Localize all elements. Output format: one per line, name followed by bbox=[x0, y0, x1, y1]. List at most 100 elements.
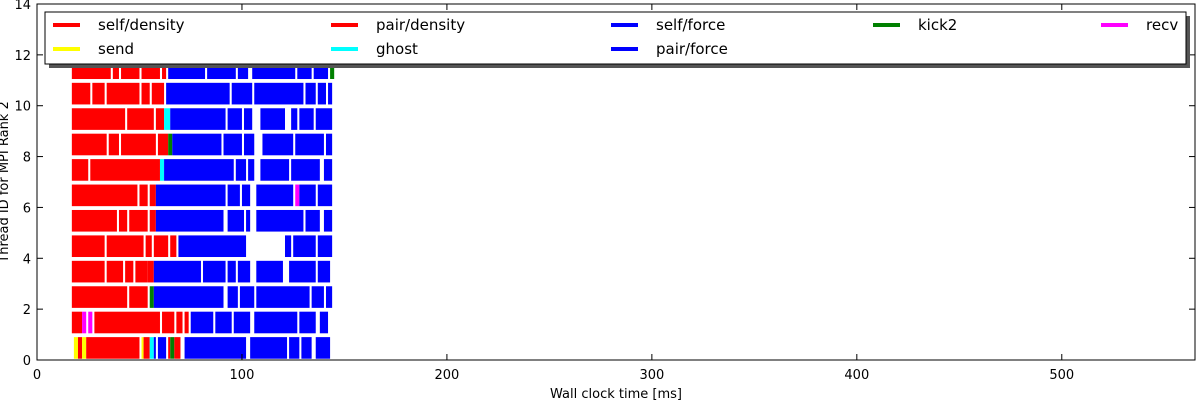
y-tick-label: 2 bbox=[23, 303, 31, 318]
task-bars bbox=[71, 57, 335, 359]
task-bar bbox=[112, 57, 119, 80]
task-bar bbox=[248, 159, 255, 181]
task-bar bbox=[141, 337, 144, 359]
task-bar bbox=[323, 209, 333, 232]
task-bar bbox=[73, 337, 78, 359]
task-bar bbox=[239, 286, 255, 308]
task-bar bbox=[82, 337, 87, 359]
task-bar bbox=[203, 260, 226, 283]
task-bar bbox=[166, 82, 230, 105]
task-bar bbox=[92, 82, 105, 105]
task-bar bbox=[168, 133, 173, 156]
y-tick-label: 10 bbox=[14, 100, 31, 115]
task-bar bbox=[295, 184, 300, 207]
task-bar bbox=[157, 133, 169, 156]
x-tick-label: 100 bbox=[230, 368, 255, 383]
task-bar bbox=[145, 235, 152, 258]
task-bar bbox=[295, 133, 324, 156]
task-bar bbox=[256, 184, 294, 207]
task-bar bbox=[94, 311, 160, 334]
task-bar bbox=[233, 311, 251, 334]
task-bar bbox=[108, 133, 119, 156]
task-bar bbox=[88, 311, 93, 334]
task-bar bbox=[262, 133, 294, 156]
task-bar bbox=[325, 286, 333, 308]
y-tick-label: 12 bbox=[14, 49, 31, 64]
task-bar bbox=[305, 209, 320, 232]
task-bar bbox=[244, 133, 255, 156]
task-bar bbox=[227, 260, 236, 283]
task-bar bbox=[153, 337, 156, 359]
task-bar bbox=[172, 133, 222, 156]
task-bar bbox=[215, 311, 232, 334]
task-bar bbox=[244, 108, 253, 130]
task-bar bbox=[71, 133, 107, 156]
task-bar bbox=[291, 108, 298, 130]
y-tick-label: 14 bbox=[14, 0, 31, 13]
y-tick-label: 6 bbox=[23, 201, 31, 216]
task-bar bbox=[159, 159, 165, 181]
task-bar bbox=[121, 133, 156, 156]
task-bar bbox=[106, 260, 124, 283]
task-bar bbox=[168, 337, 171, 359]
task-bar bbox=[139, 184, 148, 207]
x-tick-label: 300 bbox=[639, 368, 664, 383]
task-bar bbox=[299, 311, 316, 334]
task-bar bbox=[317, 260, 331, 283]
y-tick-label: 4 bbox=[23, 252, 31, 267]
task-bar bbox=[153, 260, 201, 283]
task-bar bbox=[235, 159, 247, 181]
task-bar bbox=[293, 235, 316, 258]
task-bar bbox=[153, 286, 224, 308]
task-bar bbox=[129, 209, 148, 232]
legend-entry: self/density bbox=[98, 16, 185, 34]
task-bar bbox=[149, 337, 154, 359]
y-tick-label: 8 bbox=[23, 151, 31, 166]
task-bar bbox=[155, 209, 224, 232]
task-bar bbox=[325, 133, 333, 156]
task-bar bbox=[291, 159, 320, 181]
task-bar bbox=[328, 82, 333, 105]
task-bar bbox=[170, 108, 226, 130]
legend-entry: send bbox=[98, 40, 134, 58]
task-bar bbox=[301, 337, 312, 359]
task-bar bbox=[241, 184, 251, 207]
x-tick-label: 400 bbox=[844, 368, 869, 383]
task-bar bbox=[71, 159, 89, 181]
task-bar bbox=[129, 286, 148, 308]
task-bar bbox=[315, 337, 331, 359]
task-bar bbox=[141, 82, 150, 105]
task-bar bbox=[178, 235, 247, 258]
legend-entry: ghost bbox=[376, 40, 418, 58]
legend-entry: pair/force bbox=[656, 40, 728, 58]
task-bar bbox=[155, 108, 165, 130]
task-bar bbox=[317, 184, 333, 207]
task-bar bbox=[184, 337, 247, 359]
x-tick-label: 0 bbox=[33, 368, 41, 383]
task-bar bbox=[86, 337, 140, 359]
task-bar bbox=[260, 108, 285, 130]
legend-entry: kick2 bbox=[918, 16, 957, 34]
task-bar bbox=[227, 184, 240, 207]
task-bar bbox=[289, 337, 300, 359]
task-bar bbox=[323, 159, 333, 181]
task-bar bbox=[299, 108, 314, 130]
task-bar bbox=[305, 82, 316, 105]
task-bar bbox=[227, 108, 242, 130]
task-bar bbox=[176, 311, 183, 334]
plot-frame bbox=[36, 3, 1196, 361]
axis-ticks: 0 100 200 300 400 500 0 2 4 6 8 10 12 14 bbox=[14, 0, 1195, 383]
task-bar bbox=[170, 235, 177, 258]
task-bar bbox=[319, 311, 329, 334]
task-bar bbox=[237, 57, 249, 80]
y-axis-label: Thread ID for MPI Rank 2 bbox=[0, 101, 12, 263]
task-bar bbox=[284, 235, 292, 258]
task-bar bbox=[256, 286, 310, 308]
task-bar bbox=[127, 108, 154, 130]
task-bar bbox=[246, 209, 251, 232]
task-bar bbox=[184, 311, 189, 334]
x-tick-label: 500 bbox=[1049, 368, 1074, 383]
x-tick-label: 200 bbox=[434, 368, 459, 383]
task-bar bbox=[151, 82, 165, 105]
